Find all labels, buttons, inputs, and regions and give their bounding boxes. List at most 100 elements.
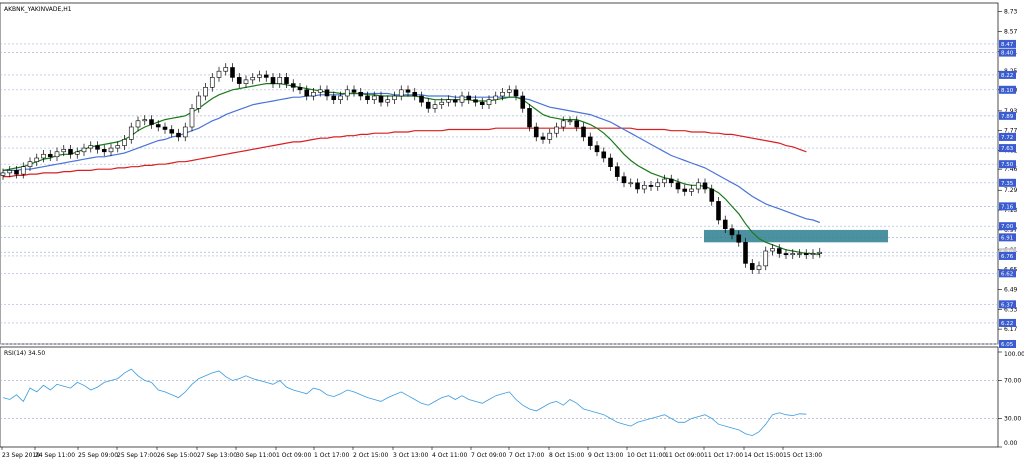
price-tick-label: 7.93 [1004, 108, 1018, 115]
candle-body [500, 91, 505, 97]
price-tag-label: 7.00 [1001, 224, 1014, 230]
candle-body [81, 147, 87, 153]
rsi-title: RSI(14) 34.50 [4, 350, 45, 357]
price-tick-label: 7.13 [1004, 207, 1018, 214]
candle-body [209, 77, 215, 88]
candle-body [736, 234, 742, 243]
price-tag-box [999, 48, 1016, 57]
candle-body [446, 99, 451, 103]
candle-body [675, 182, 681, 190]
rsi-axis: 100.00 70.00 30.00 0.00 [0, 351, 1024, 448]
candle-body [527, 108, 532, 128]
ma-green-line [2, 82, 820, 256]
price-tag-box [999, 269, 1016, 278]
candle-body [608, 157, 613, 167]
candle-body [47, 153, 53, 158]
candle-body [250, 77, 256, 81]
candle-body [547, 132, 553, 140]
candle-body [756, 265, 762, 270]
price-tag-label: 8.47 [1001, 42, 1014, 48]
candle-body [567, 120, 573, 123]
candle-body [392, 95, 397, 101]
price-tick-label: 7.29 [1004, 187, 1018, 194]
candle-body [790, 253, 796, 256]
candle-body [817, 251, 823, 254]
candle-body [520, 95, 526, 109]
candle-body [41, 153, 46, 159]
candle-body [655, 182, 661, 187]
candle-body [95, 145, 100, 150]
candle-body [635, 182, 640, 190]
candle-body [230, 67, 235, 78]
candle-body [473, 99, 478, 103]
candle-body [587, 136, 593, 146]
candle-body [533, 126, 539, 138]
candle-body [317, 89, 323, 93]
candle-body [88, 145, 94, 149]
price-tag-box [999, 222, 1016, 231]
candle-body [351, 89, 357, 93]
x-tick-label: 11 Oct 17:00 [704, 452, 743, 459]
candle-body [142, 119, 148, 122]
candle-body [554, 126, 559, 134]
price-tag-label: 7.50 [1001, 162, 1014, 168]
candle-body [729, 228, 735, 236]
price-tag-label: 6.22 [1001, 321, 1013, 327]
candle-body [61, 149, 67, 153]
price-tag-box [999, 340, 1016, 348]
candle-body [169, 129, 175, 134]
price-tag-label: 8.40 [1001, 51, 1014, 57]
x-tick-label: 26 Sep 15:00 [157, 452, 197, 459]
candle-body [560, 120, 566, 128]
x-tick-label: 4 Oct 11:00 [432, 452, 467, 459]
x-tick-label: 23 Sep 2019 [2, 452, 40, 459]
price-tag-box [999, 85, 1016, 94]
price-tag-label: 6.91 [1001, 235, 1013, 241]
price-tag-label: 7.35 [1001, 181, 1014, 187]
candle-body [783, 253, 789, 256]
candle-body [304, 89, 310, 97]
candle-body [594, 145, 600, 153]
candle-body [479, 101, 485, 105]
candle-body [20, 166, 26, 175]
x-tick-label: 8 Oct 15:00 [549, 452, 584, 459]
price-tag-box [999, 300, 1016, 309]
x-tick-label: 24 Sep 11:00 [35, 452, 75, 459]
candle-body [108, 147, 114, 153]
candle-body [506, 89, 512, 93]
price-tag-label: 7.63 [1001, 146, 1014, 152]
candle-body [128, 126, 134, 140]
candle-body [628, 182, 634, 185]
candle-body [358, 91, 364, 97]
candle-body [290, 83, 296, 88]
x-tick-label: 7 Oct 17:00 [509, 452, 544, 459]
candle-body [716, 201, 721, 221]
candle-body [486, 99, 492, 105]
price-tag-box [999, 202, 1016, 211]
candle-body [331, 95, 337, 101]
x-tick-label: 7 Oct 09:00 [471, 452, 506, 459]
candle-body [385, 99, 391, 103]
candle-body [709, 188, 715, 202]
price-tag-box [999, 144, 1016, 153]
candle-body [176, 132, 181, 138]
candle-body [412, 91, 418, 97]
x-tick-label: 2 Oct 15:00 [353, 452, 388, 459]
chart-title: AKBNK_YAKINVADE,H1 [4, 6, 72, 13]
price-tag-label: 6.76 [1001, 254, 1014, 260]
rsi-tick-label: 30.00 [1004, 416, 1021, 423]
price-tag-label: 7.72 [1001, 135, 1013, 141]
candle-body [803, 253, 809, 256]
candle-body [338, 95, 343, 101]
candle-body [149, 119, 154, 125]
candle-body [466, 95, 472, 101]
candle-body [284, 77, 289, 84]
candle-body [452, 99, 458, 103]
candle-body [365, 95, 370, 101]
price-tick-label: 8.57 [1004, 29, 1018, 36]
candle-body [459, 95, 465, 103]
ma-blue-line [3, 92, 821, 224]
price-tag-box [999, 251, 1016, 260]
price-tick-label: 6.97 [1004, 227, 1018, 234]
